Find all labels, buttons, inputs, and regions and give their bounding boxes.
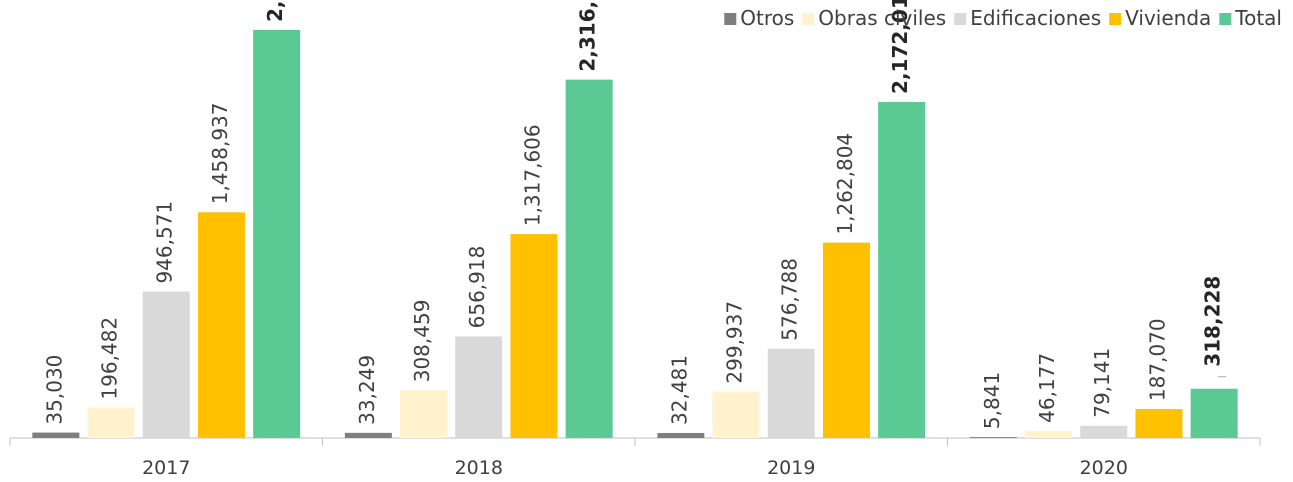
- bar: [400, 390, 448, 438]
- legend-swatch: [1109, 13, 1122, 25]
- value-label: 656,918: [465, 246, 489, 329]
- value-label: 5,841: [980, 372, 1004, 429]
- bar: [767, 348, 815, 438]
- bar: [878, 101, 926, 438]
- bar: [1190, 388, 1238, 438]
- bar: [455, 336, 503, 438]
- value-label: 1,317,606: [520, 124, 544, 226]
- value-label: 32,481: [667, 355, 691, 425]
- bar: [1135, 409, 1183, 438]
- value-label: 946,571: [153, 201, 177, 284]
- value-label: 299,937: [723, 301, 747, 384]
- bar: [712, 391, 760, 438]
- bar: [822, 242, 870, 438]
- bar: [253, 30, 301, 438]
- legend-swatch: [954, 13, 967, 25]
- legend-label: Obras civiles: [818, 6, 946, 30]
- bar: [197, 212, 245, 438]
- bar: [1025, 430, 1073, 438]
- value-label: 46,177: [1035, 353, 1059, 423]
- bar: [657, 432, 705, 438]
- value-label: 576,788: [778, 258, 802, 341]
- value-label: 1,262,804: [833, 133, 857, 235]
- legend-swatch: [802, 13, 815, 25]
- value-label: 2,316,232: [576, 0, 600, 72]
- bar: [1080, 425, 1128, 438]
- value-label: 33,249: [355, 355, 379, 425]
- legend-label: Total: [1234, 6, 1282, 30]
- bar: [344, 432, 392, 438]
- bar: [32, 432, 80, 438]
- value-label: 187,070: [1145, 318, 1169, 401]
- legend-swatch: [724, 13, 737, 25]
- bar: [969, 437, 1017, 438]
- value-label: 2,172,010: [888, 0, 912, 94]
- value-label: 318,228: [1201, 276, 1225, 367]
- bar: [87, 407, 135, 438]
- x-tick-label: 2018: [455, 457, 503, 479]
- legend-label: Otros: [740, 6, 794, 30]
- legend-label: Vivienda: [1125, 6, 1211, 30]
- legend-swatch: [1219, 13, 1232, 25]
- value-label: 79,141: [1090, 348, 1114, 418]
- value-label: 35,030: [42, 355, 66, 425]
- bar: [510, 234, 558, 438]
- bar: [565, 79, 613, 438]
- value-label: 308,459: [410, 300, 434, 383]
- value-label: 196,482: [98, 317, 122, 400]
- value-label: 1,458,937: [208, 102, 232, 204]
- x-tick-label: 2019: [767, 457, 815, 479]
- x-tick-label: 2017: [142, 457, 190, 479]
- x-tick-label: 2020: [1080, 457, 1128, 479]
- legend-label: Edificaciones: [970, 6, 1101, 30]
- bar: [142, 291, 190, 438]
- value-label: 2,637,020: [263, 0, 287, 22]
